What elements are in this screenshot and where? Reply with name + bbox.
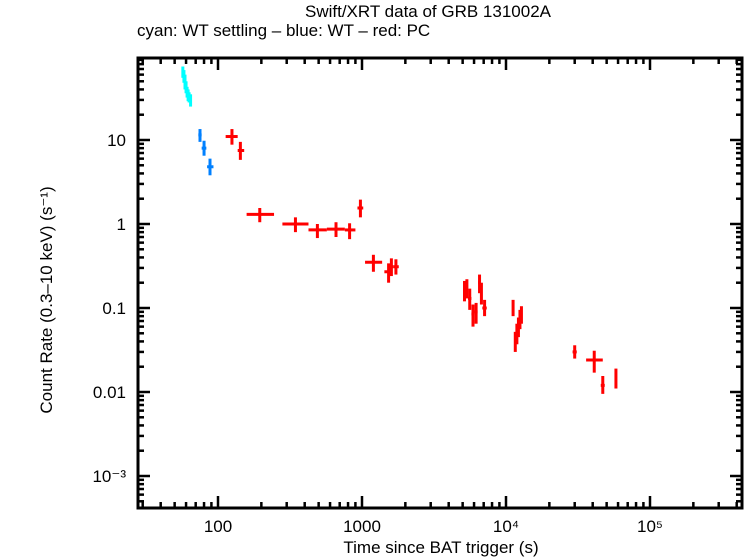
data-point — [614, 368, 618, 389]
x-tick-label: 10⁴ — [493, 517, 519, 536]
series-pc — [225, 129, 618, 394]
x-tick-labels: 100 1000 10⁴ 10⁵ — [204, 517, 663, 536]
axis-ticks — [138, 58, 742, 508]
data-point — [519, 306, 523, 324]
data-point — [357, 199, 364, 218]
data-point — [308, 224, 327, 239]
y-tick-labels: 10 1 0.1 0.01 10⁻³ — [92, 131, 126, 486]
data-point — [326, 222, 345, 238]
data-point — [463, 280, 467, 302]
data-point — [393, 259, 399, 275]
data-point — [474, 302, 478, 324]
data-point — [189, 94, 193, 107]
data-point — [468, 288, 472, 310]
x-axis-label: Time since BAT trigger (s) — [343, 538, 538, 557]
series-wt — [198, 129, 214, 176]
data-point — [282, 217, 309, 233]
data-point — [482, 299, 487, 317]
y-tick-label: 0.01 — [93, 383, 126, 402]
data-point — [471, 304, 475, 327]
y-tick-label: 1 — [117, 215, 126, 234]
data-points — [181, 66, 618, 394]
y-axis-label: Count Rate (0.3–10 keV) (s⁻¹) — [37, 186, 56, 413]
data-point — [600, 376, 605, 394]
data-point — [479, 282, 483, 305]
data-point — [384, 263, 391, 283]
chart-title: Swift/XRT data of GRB 131002A — [304, 2, 551, 21]
data-point — [246, 208, 275, 223]
x-tick-label: 1000 — [343, 517, 381, 536]
y-tick-label: 0.1 — [102, 299, 126, 318]
y-tick-label: 10⁻³ — [92, 467, 126, 486]
data-point — [365, 254, 383, 272]
data-point — [465, 279, 469, 299]
data-point — [572, 345, 577, 359]
data-point — [207, 158, 214, 176]
x-tick-label: 100 — [204, 517, 232, 536]
data-point — [586, 350, 603, 373]
data-point — [198, 129, 202, 142]
data-point — [511, 299, 515, 317]
y-tick-label: 10 — [107, 131, 126, 150]
plot-frame — [136, 56, 744, 510]
series-wt-settling — [181, 66, 193, 107]
data-point — [237, 141, 245, 160]
data-point — [225, 129, 238, 145]
data-point — [344, 223, 356, 240]
data-point — [389, 258, 394, 277]
x-tick-label: 10⁵ — [637, 517, 663, 536]
data-point — [201, 140, 207, 156]
chart-subtitle: cyan: WT settling – blue: WT – red: PC — [137, 21, 431, 40]
